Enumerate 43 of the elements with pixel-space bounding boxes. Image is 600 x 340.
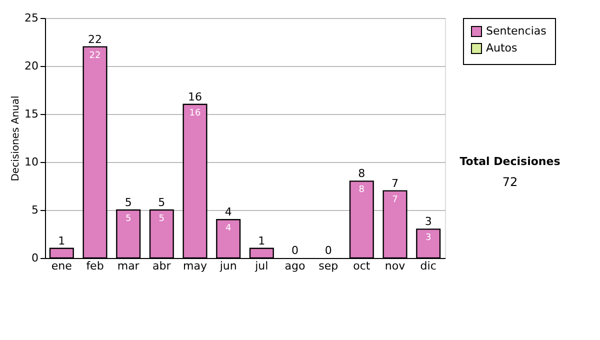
total-label: 3 bbox=[424, 215, 432, 228]
data-label: 8 bbox=[358, 185, 365, 196]
text: Total Decisiones bbox=[460, 155, 561, 168]
total-label: 22 bbox=[88, 32, 102, 46]
data-label: 5 bbox=[125, 214, 132, 224]
y-tick-label: 25 bbox=[24, 12, 38, 24]
x-tick-label: nov bbox=[384, 260, 406, 272]
text: 72 bbox=[502, 175, 518, 189]
y-tick-label: 0 bbox=[32, 252, 38, 264]
y-tick-label: 15 bbox=[24, 108, 38, 120]
y-tick-label: 5 bbox=[32, 204, 38, 216]
y-tick-label: 20 bbox=[24, 60, 38, 72]
total-label: 0 bbox=[292, 244, 298, 257]
data-label: 22 bbox=[89, 50, 101, 61]
data-label: 4 bbox=[225, 224, 232, 234]
data-label: 7 bbox=[392, 194, 398, 205]
total-label: 7 bbox=[392, 176, 398, 190]
data-label: 3 bbox=[425, 233, 432, 244]
x-tick-label: sep bbox=[318, 260, 338, 272]
x-tick-label: ene bbox=[51, 260, 72, 272]
x-tick-label: ago bbox=[284, 260, 306, 272]
x-tick-label: abr bbox=[152, 260, 172, 272]
total-label: 5 bbox=[158, 196, 166, 209]
data-label: 5 bbox=[158, 214, 165, 224]
x-tick-label: dic bbox=[420, 260, 436, 272]
total-label: 8 bbox=[358, 167, 366, 180]
legend-label: Sentencias bbox=[486, 24, 547, 38]
x-tick-label: may bbox=[183, 260, 208, 272]
x-tick-label: mar bbox=[117, 260, 140, 272]
total-label: 16 bbox=[188, 90, 202, 104]
y-tick-label: 10 bbox=[24, 156, 38, 168]
total-label: 5 bbox=[124, 196, 132, 209]
y-axis-title: Decisiones Anual bbox=[10, 96, 22, 182]
legend-label: Autos bbox=[486, 42, 518, 54]
x-tick-label: jun bbox=[218, 260, 237, 272]
total-label: 4 bbox=[224, 206, 232, 219]
data-label: 16 bbox=[189, 108, 201, 118]
total-label: 0 bbox=[324, 244, 332, 257]
total-label: 1 bbox=[258, 234, 266, 248]
x-tick-label: jul bbox=[254, 260, 268, 272]
x-tick-label: oct bbox=[353, 260, 371, 272]
x-tick-label: feb bbox=[86, 260, 104, 272]
total-label: 1 bbox=[58, 234, 66, 248]
